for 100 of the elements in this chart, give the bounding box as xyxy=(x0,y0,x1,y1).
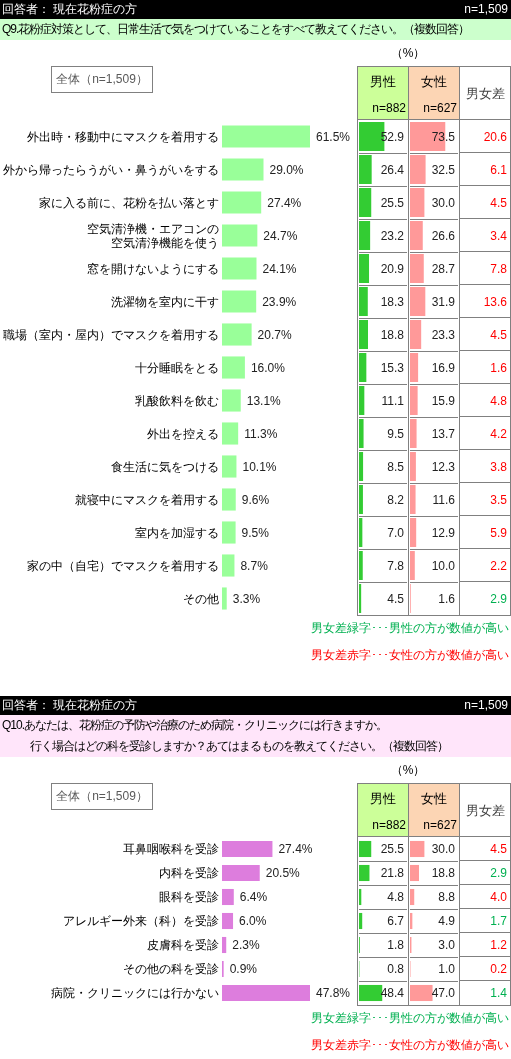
data-label: 11.3% xyxy=(244,426,278,441)
y-tick-label: 空気清浄機・エアコンの空気清浄機能を使う xyxy=(87,221,219,250)
data-label: 1.8 xyxy=(387,938,405,952)
data-label: 24.1% xyxy=(262,261,297,276)
data-label: 27.4% xyxy=(278,842,313,856)
data-label: 12.9 xyxy=(431,525,456,540)
data-label: 26.4 xyxy=(380,162,405,177)
y-tick-label: 家に入る前に、花粉を払い落とす xyxy=(39,195,219,210)
y-tick-label: 十分睡眠をとる xyxy=(135,360,219,375)
data-label: 30.0 xyxy=(431,842,456,856)
data-label: 3.5 xyxy=(490,492,507,507)
chart-subtitle: n=627 xyxy=(423,818,457,833)
y-tick-label: 内科を受診 xyxy=(159,866,219,880)
text: （%） xyxy=(389,46,427,61)
text: 男女差緑字･･･男性の方が数値が高い xyxy=(311,621,509,636)
text: 全体（n=1,509） xyxy=(55,72,149,87)
data-label: 9.5% xyxy=(241,525,270,540)
data-label: 8.5 xyxy=(387,459,405,474)
data-label: 3.0 xyxy=(438,938,456,952)
chart-subtitle: n=882 xyxy=(372,101,406,116)
data-label: 4.9 xyxy=(438,914,456,928)
text: 男女差赤字･･･女性の方が数値が高い xyxy=(311,648,509,663)
data-label: 0.9% xyxy=(229,962,258,976)
data-label: 13.1% xyxy=(246,393,282,408)
data-label: 18.3 xyxy=(380,294,405,309)
chart-title: 男性 xyxy=(369,74,397,89)
data-label: 0.2 xyxy=(490,962,507,976)
data-label: 8.7% xyxy=(240,558,269,573)
y-tick-label: 室内を加湿する xyxy=(135,525,219,540)
text: 男女差赤字･･･女性の方が数値が高い xyxy=(311,1038,509,1053)
data-label: 6.4% xyxy=(239,890,268,904)
data-label: 4.0 xyxy=(490,890,507,904)
data-label: 18.8 xyxy=(380,327,405,342)
data-label: 25.5 xyxy=(380,842,405,856)
text: 男女差 xyxy=(464,86,506,101)
data-label: 8.2 xyxy=(387,492,405,507)
data-label: 16.9 xyxy=(431,360,456,375)
data-label: 7.8 xyxy=(387,558,405,573)
data-label: 4.5 xyxy=(490,195,507,210)
y-tick-label: 皮膚科を受診 xyxy=(147,938,219,952)
chart-subtitle: n=627 xyxy=(423,101,457,116)
y-tick-label: 職場（室内・屋内）でマスクを着用する xyxy=(3,327,219,342)
data-label: 4.8 xyxy=(387,890,405,904)
data-label: 23.3 xyxy=(431,327,456,342)
data-label: 20.9 xyxy=(380,261,405,276)
data-label: 47.0 xyxy=(431,986,456,1000)
data-label: 23.9% xyxy=(262,294,297,309)
y-tick-label: 外出時・移動中にマスクを着用する xyxy=(27,129,219,144)
text: 回答者： 現在花粉症の方 xyxy=(2,698,138,713)
text: n=1,509 xyxy=(464,698,508,713)
data-label: 7.8 xyxy=(490,261,507,276)
data-label: 8.8 xyxy=(438,890,456,904)
y-tick-label: 就寝中にマスクを着用する xyxy=(75,492,219,507)
data-label: 3.8 xyxy=(490,459,507,474)
y-tick-label: 耳鼻咽喉科を受診 xyxy=(123,842,219,856)
data-label: 4.5 xyxy=(387,591,405,606)
data-label: 4.5 xyxy=(490,327,507,342)
data-label: 32.5 xyxy=(431,162,456,177)
data-label: 1.4 xyxy=(490,986,507,1000)
data-label: 23.2 xyxy=(380,228,405,243)
data-label: 0.8 xyxy=(387,962,405,976)
y-tick-label: 窓を開けないようにする xyxy=(87,261,219,276)
y-tick-label: アレルギー外来（科）を受診 xyxy=(63,914,219,928)
data-label: 4.2 xyxy=(490,426,507,441)
data-label: 2.2 xyxy=(490,558,507,573)
data-label: 4.8 xyxy=(490,393,507,408)
data-label: 11.6 xyxy=(432,492,456,507)
text: （%） xyxy=(389,763,427,778)
data-label: 2.9 xyxy=(490,591,507,606)
data-label: 73.5 xyxy=(431,129,456,144)
data-label: 25.5 xyxy=(380,195,405,210)
data-label: 18.8 xyxy=(431,866,456,880)
y-tick-label: 外出を控える xyxy=(147,426,219,441)
data-label: 11.1 xyxy=(381,393,405,408)
data-label: 26.6 xyxy=(431,228,456,243)
data-label: 1.0 xyxy=(438,962,456,976)
data-label: 21.8 xyxy=(380,866,405,880)
chart-subtitle: n=882 xyxy=(372,818,406,833)
data-label: 9.5 xyxy=(387,426,405,441)
data-label: 20.5% xyxy=(265,866,301,880)
data-label: 29.0% xyxy=(269,162,304,177)
text: n=1,509 xyxy=(464,2,508,17)
data-label: 61.5% xyxy=(316,129,351,144)
data-label: 4.5 xyxy=(490,842,507,856)
y-tick-label: その他の科を受診 xyxy=(123,962,219,976)
chart-title: 女性 xyxy=(420,791,448,806)
data-label: 24.7% xyxy=(263,228,298,243)
data-label: 28.7 xyxy=(431,261,456,276)
data-label: 9.6% xyxy=(241,492,270,507)
data-label: 13.7 xyxy=(431,426,456,441)
data-label: 2.3% xyxy=(232,938,260,952)
data-label: 3.4 xyxy=(490,228,507,243)
data-label: 30.0 xyxy=(431,195,456,210)
data-label: 3.3% xyxy=(232,591,261,606)
y-tick-label: 病院・クリニックには行かない xyxy=(51,986,219,1000)
data-label: 10.1% xyxy=(242,459,277,474)
y-tick-label: 食生活に気をつける xyxy=(111,459,219,474)
data-label: 27.4% xyxy=(267,195,302,210)
data-label: 1.6 xyxy=(490,360,507,375)
data-label: 13.6 xyxy=(483,294,507,309)
